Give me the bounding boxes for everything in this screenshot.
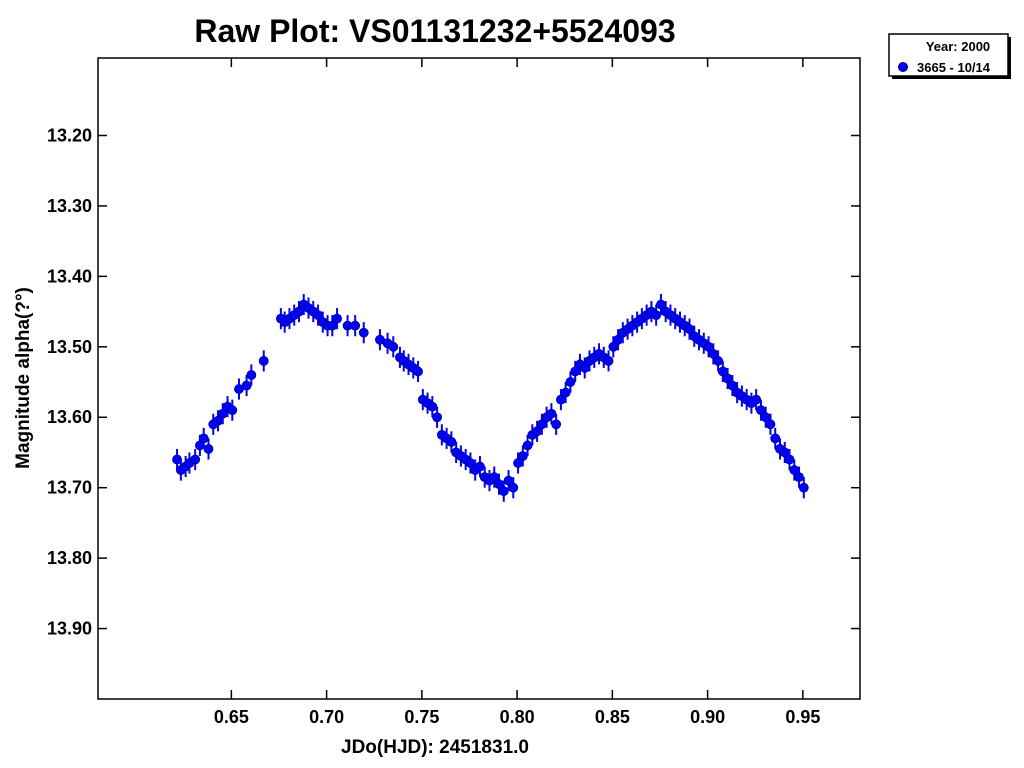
data-point	[190, 454, 201, 465]
x-tick-label: 0.65	[214, 707, 249, 727]
data-point	[794, 472, 804, 483]
data-point	[508, 482, 519, 493]
y-tick-label: 13.40	[47, 266, 92, 286]
data-point	[203, 444, 214, 454]
data-point	[798, 482, 809, 493]
legend: Year: 2000 3665 - 10/14	[888, 33, 1011, 79]
data-point	[565, 377, 576, 387]
data-point	[765, 419, 776, 430]
data-point	[227, 405, 238, 416]
data-point	[498, 486, 509, 497]
x-tick-label: 0.75	[404, 707, 439, 727]
data-point	[258, 355, 269, 366]
y-tick-label: 13.60	[47, 407, 92, 427]
x-axis: 0.65 0.70 0.75 0.80 0.85 0.90 0.95	[214, 58, 820, 727]
legend-marker	[898, 62, 908, 72]
y-tick-label: 13.70	[47, 478, 92, 498]
y-tick-label: 13.90	[47, 619, 92, 639]
data-point	[560, 387, 571, 398]
data-point	[546, 408, 557, 419]
legend-box	[888, 33, 1009, 77]
data-point	[517, 451, 528, 461]
x-tick-label: 0.80	[500, 707, 535, 727]
data-point	[432, 412, 442, 423]
y-tick-label: 13.80	[47, 548, 92, 568]
series-points	[172, 293, 809, 502]
data-point	[770, 433, 781, 444]
data-point	[446, 436, 457, 447]
data-point	[388, 341, 399, 352]
y-tick-label: 13.50	[47, 337, 92, 357]
data-point	[651, 310, 662, 321]
x-tick-label: 0.90	[690, 707, 725, 727]
data-point	[246, 370, 257, 380]
data-point	[358, 327, 369, 338]
data-point	[427, 401, 438, 412]
data-point	[522, 440, 533, 451]
data-point	[603, 355, 614, 366]
x-axis-label: JDo(HJD): 2451831.0	[341, 737, 529, 758]
x-tick-label: 0.70	[309, 707, 344, 727]
data-point	[713, 355, 723, 366]
data-point	[475, 461, 485, 472]
data-point	[551, 419, 562, 430]
y-axis-label: Magnitude alpha(?°)	[13, 287, 34, 469]
data-point	[241, 380, 252, 391]
x-tick-label: 0.85	[595, 707, 630, 727]
x-tick-label: 0.95	[785, 707, 820, 727]
plot-area	[97, 57, 861, 700]
y-tick-label: 13.20	[47, 125, 92, 145]
data-point	[198, 433, 209, 444]
y-axis: 13.20 13.30 13.40 13.50 13.60 13.70 13.80 13.90	[47, 125, 860, 639]
data-point	[332, 313, 342, 324]
y-tick-label: 13.30	[47, 196, 92, 216]
data-point	[350, 320, 361, 331]
data-point	[784, 454, 795, 465]
data-point	[751, 394, 762, 405]
data-point	[413, 366, 423, 377]
legend-title: Year: 2000	[926, 39, 990, 54]
legend-series-label: 3665 - 10/14	[917, 60, 991, 75]
chart-title: Raw Plot: VS01131232+5524093	[194, 13, 675, 49]
